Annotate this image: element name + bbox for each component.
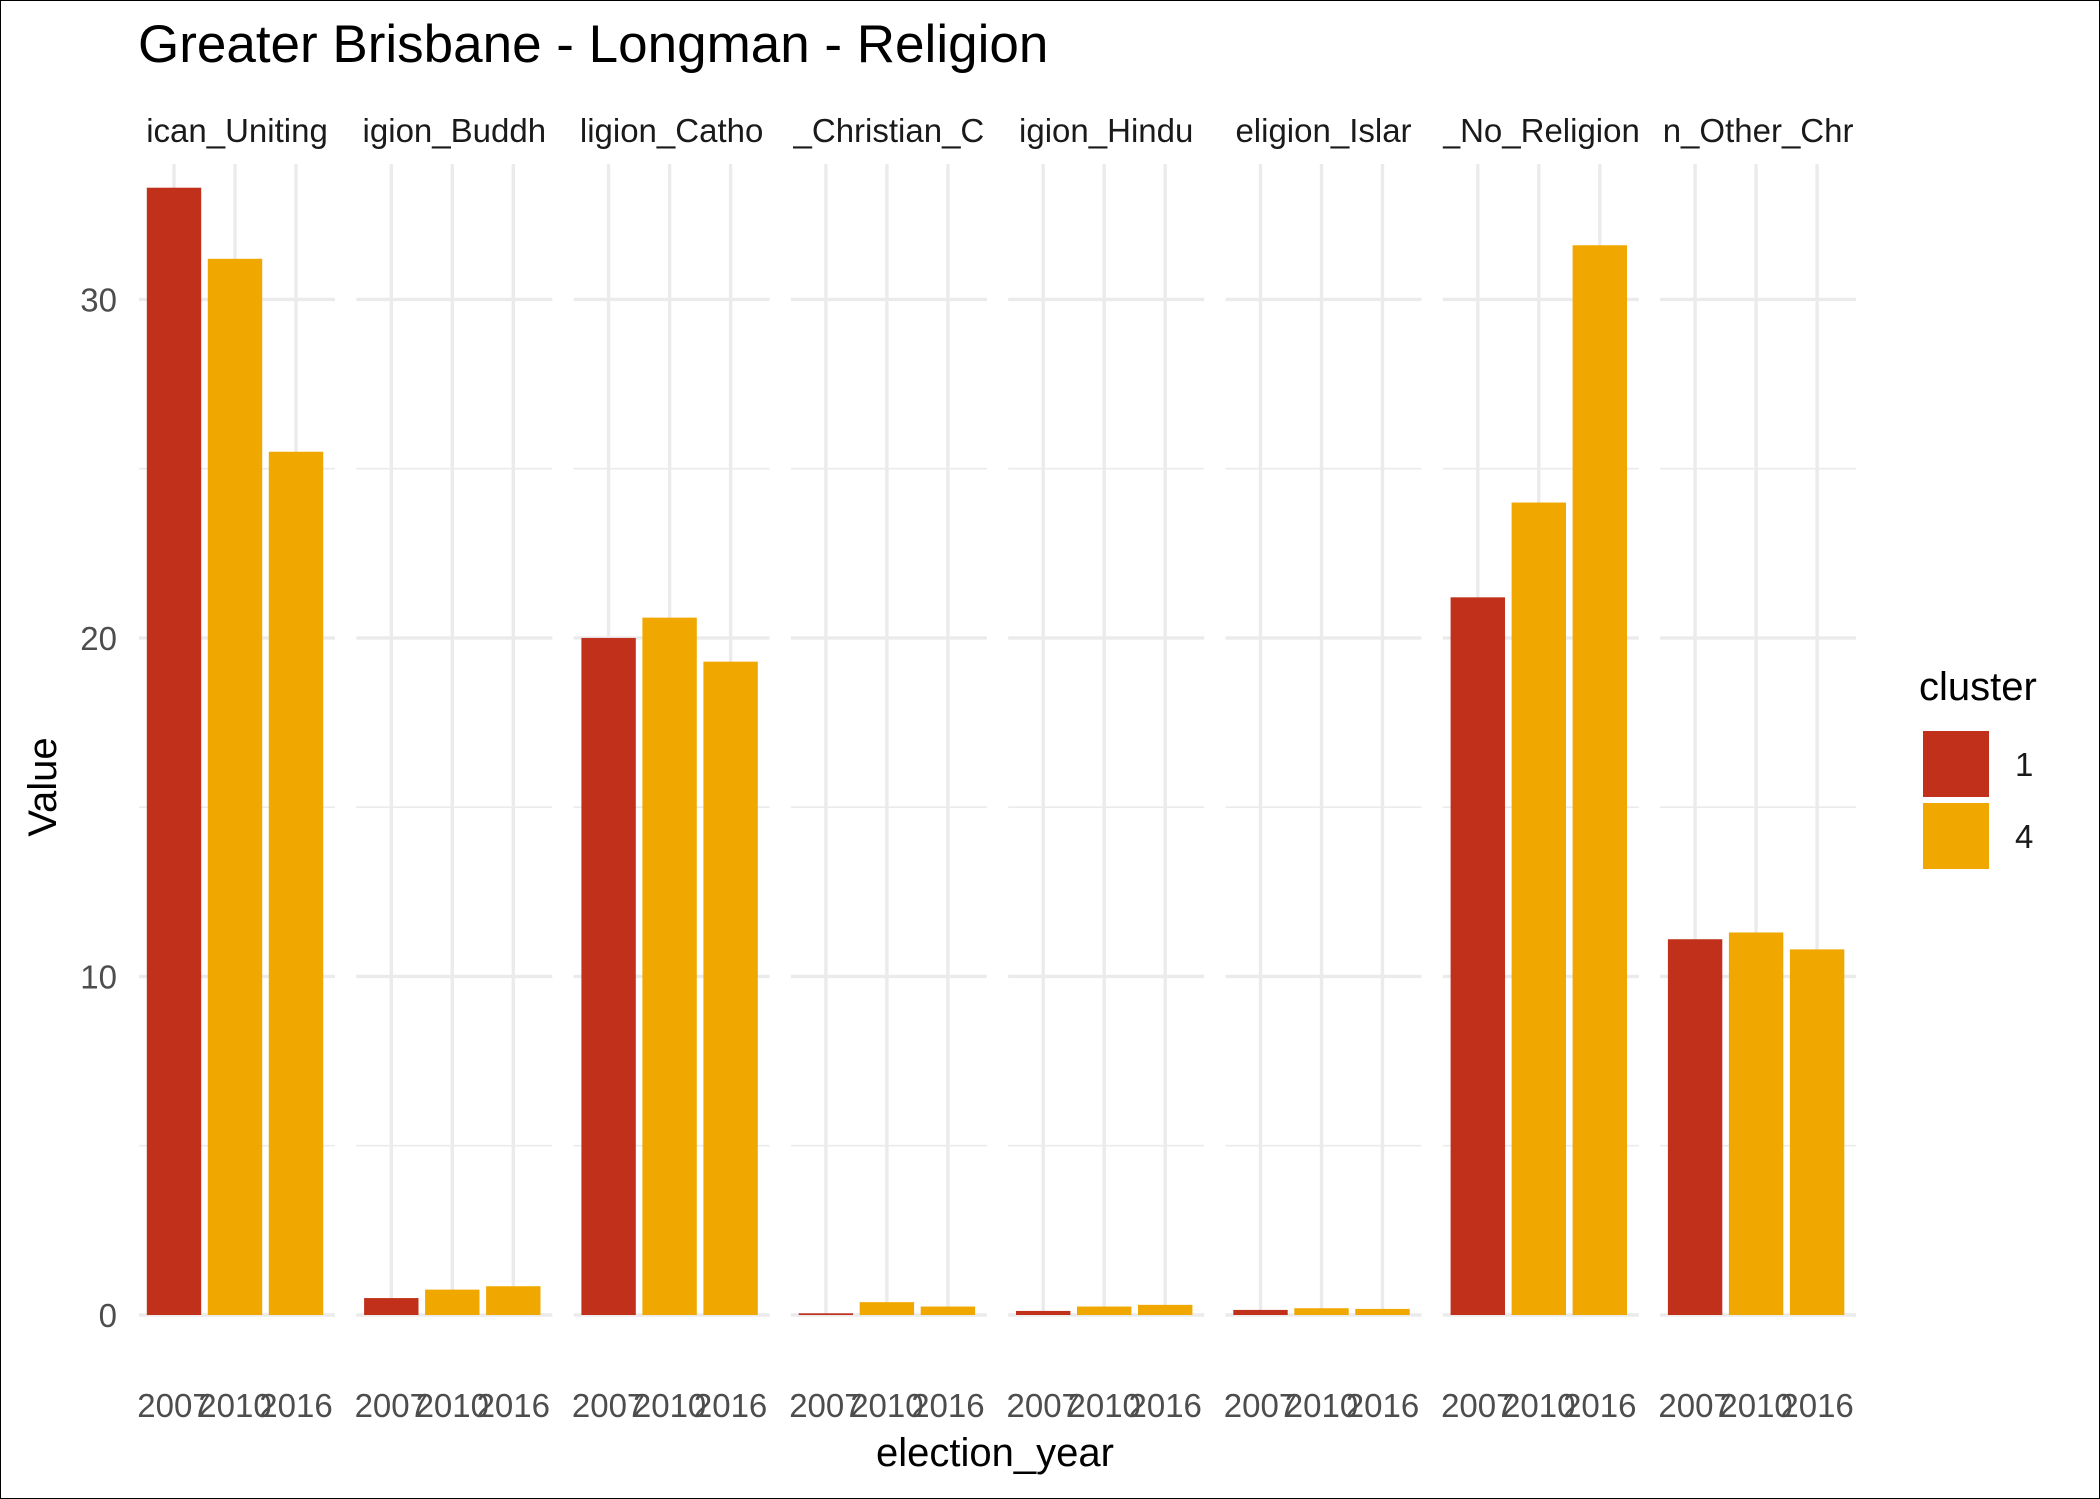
legend-key [1923, 803, 1989, 869]
x-tick-label: 2007 [1658, 1387, 1731, 1424]
legend-label: 4 [2015, 818, 2033, 855]
x-tick-label: 2007 [137, 1387, 210, 1424]
x-tick-label: 2016 [477, 1387, 550, 1424]
legend-label: 1 [2015, 746, 2033, 783]
y-axis-title: Value [21, 737, 65, 836]
x-tick-label: 2016 [1563, 1387, 1636, 1424]
facet-panels: 200720102016ican_Uniting200720102016igio… [137, 112, 1857, 1424]
bar [425, 1289, 480, 1315]
facet-strip-label: _Christian_C [793, 112, 985, 149]
x-tick-label: 2007 [355, 1387, 428, 1424]
legend-key [1923, 731, 1989, 797]
x-tick-label: 2016 [259, 1387, 332, 1424]
x-tick-label: 2007 [572, 1387, 645, 1424]
x-tick-label: 2016 [911, 1387, 984, 1424]
legend-title: cluster [1919, 665, 2037, 709]
x-tick-label: 2010 [1285, 1387, 1358, 1424]
bar [268, 451, 324, 1315]
x-axis-title: election_year [876, 1431, 1114, 1475]
y-tick-label: 10 [80, 958, 117, 995]
y-tick-label: 20 [80, 620, 117, 657]
x-tick-label: 2010 [1067, 1387, 1140, 1424]
facet-strip-label: igion_Hindu [1019, 112, 1193, 149]
x-tick-label: 2016 [694, 1387, 767, 1424]
bar [364, 1298, 419, 1315]
bar [703, 661, 758, 1315]
bar [1728, 932, 1784, 1315]
bar [1789, 949, 1845, 1315]
bar [1138, 1304, 1193, 1315]
x-tick-label: 2016 [1780, 1387, 1853, 1424]
y-tick-label: 0 [99, 1297, 117, 1334]
bar [642, 617, 697, 1315]
facet-strip-label: _No_Religion [1441, 112, 1640, 149]
bar [581, 637, 636, 1315]
x-tick-label: 2010 [633, 1387, 706, 1424]
bar [1450, 597, 1505, 1315]
x-tick-label: 2010 [1719, 1387, 1792, 1424]
bar [920, 1306, 976, 1315]
x-tick-label: 2010 [198, 1387, 271, 1424]
chart-title: Greater Brisbane - Longman - Religion [138, 15, 1048, 74]
facet-strip-label: ican_Uniting [146, 112, 328, 149]
facet-strip-label: igion_Buddh [363, 112, 547, 149]
x-tick-label: 2010 [416, 1387, 489, 1424]
facet-strip-label: n_Other_Chr [1663, 112, 1854, 149]
y-axis: 0 10 20 30 [80, 281, 117, 1334]
bar [1016, 1310, 1071, 1315]
bar [207, 258, 263, 1316]
bar [486, 1286, 541, 1315]
bar [1077, 1306, 1132, 1315]
facet-strip-label: eligion_Islar [1235, 112, 1411, 149]
y-tick-label: 30 [80, 281, 117, 318]
bar [859, 1302, 915, 1315]
bar [146, 187, 202, 1316]
x-tick-label: 2007 [1006, 1387, 1079, 1424]
facet-strip-label: ligion_Catho [580, 112, 763, 149]
x-tick-label: 2016 [1346, 1387, 1419, 1424]
x-tick-label: 2007 [1224, 1387, 1297, 1424]
x-tick-label: 2016 [1128, 1387, 1201, 1424]
bar [1294, 1308, 1349, 1315]
bar [1233, 1309, 1288, 1315]
x-tick-label: 2007 [1441, 1387, 1514, 1424]
x-tick-label: 2007 [789, 1387, 862, 1424]
legend: cluster 1 4 [1919, 665, 2037, 869]
x-tick-label: 2010 [1502, 1387, 1575, 1424]
bar [1572, 245, 1627, 1315]
bar [1355, 1308, 1410, 1315]
bar [798, 1313, 854, 1315]
bar [1511, 502, 1566, 1315]
bar [1667, 939, 1723, 1315]
x-tick-label: 2010 [850, 1387, 923, 1424]
